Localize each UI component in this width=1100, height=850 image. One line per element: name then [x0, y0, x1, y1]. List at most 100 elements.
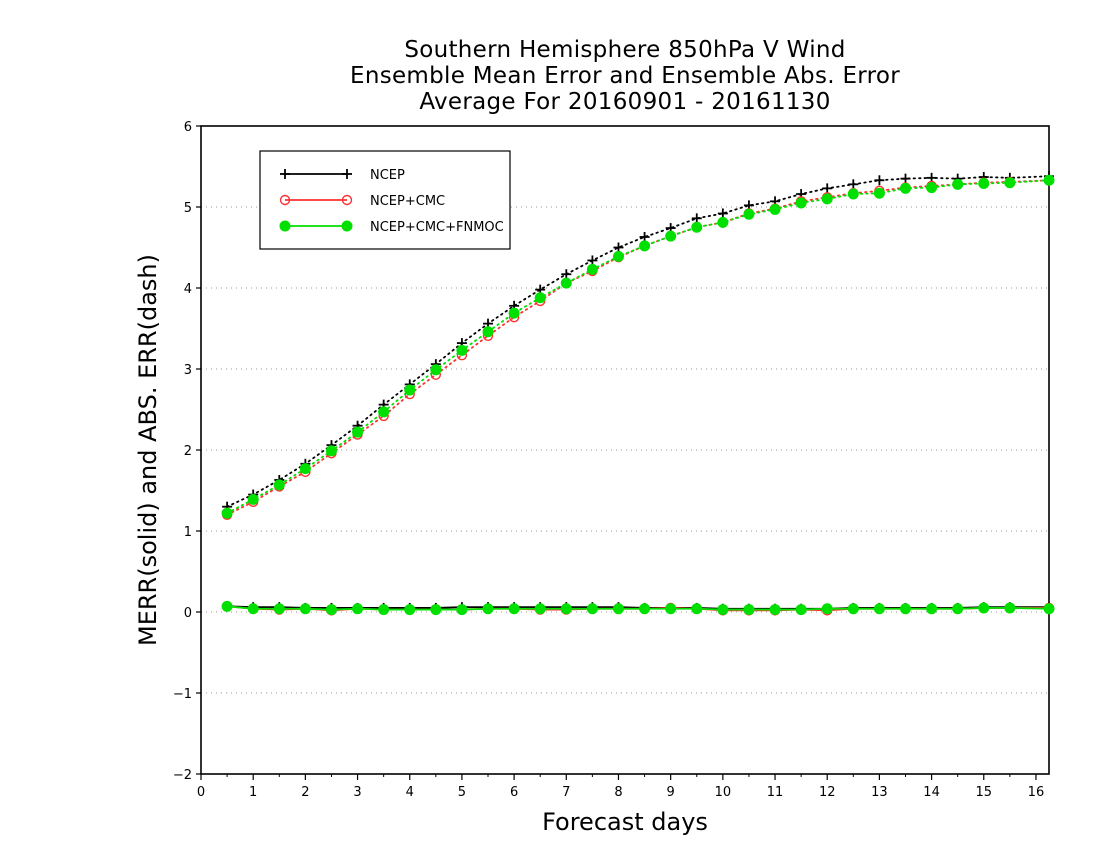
- abs-err-point: [561, 269, 572, 280]
- legend-marker-right: [342, 169, 352, 179]
- abs-err-point: [587, 255, 598, 266]
- mean-err-point: [665, 603, 677, 615]
- legend-item: NCEP+CMC+FNMOC: [279, 220, 504, 235]
- x-tick-label-15: 15: [975, 785, 992, 800]
- abs-err-point: [848, 179, 859, 190]
- x-tick-label-1: 1: [249, 785, 257, 800]
- abs-err-point: [769, 203, 781, 215]
- x-tick-label-13: 13: [871, 785, 888, 800]
- x-axis-label: Forecast days: [542, 808, 708, 836]
- abs-err-point: [508, 307, 520, 319]
- abs-err-point: [795, 197, 807, 209]
- abs-err-point: [352, 426, 364, 438]
- abs-err-point: [404, 384, 416, 396]
- abs-err-point: [874, 175, 885, 186]
- abs-err-point: [612, 250, 624, 262]
- legend-item: NCEP: [280, 168, 405, 183]
- abs-err-point: [717, 208, 728, 219]
- mean-err-point: [456, 604, 468, 616]
- legend-marker-right: [341, 220, 353, 232]
- x-tick-label-0: 0: [197, 785, 205, 800]
- abs-err-point: [247, 493, 259, 505]
- mean-err-point: [325, 604, 337, 616]
- mean-err-point: [612, 603, 624, 615]
- abs-err-point: [1043, 174, 1055, 186]
- x-tick-label-4: 4: [406, 785, 414, 800]
- abs-err-point: [273, 479, 285, 491]
- mean-err-point: [273, 603, 285, 615]
- x-tick-label-12: 12: [819, 785, 836, 800]
- mean-err-point: [221, 600, 233, 612]
- abs-err-point: [1004, 177, 1016, 189]
- mean-err-point: [978, 602, 990, 614]
- abs-err-point: [691, 221, 703, 233]
- mean-err-point: [404, 604, 416, 616]
- abs-err-point: [691, 213, 702, 224]
- abs-err-point: [456, 344, 468, 356]
- mean-err-point: [873, 603, 885, 615]
- y-tick-label-7: 5: [184, 201, 192, 216]
- x-tick-label-6: 6: [510, 785, 518, 800]
- mean-err-point: [691, 603, 703, 615]
- x-tick-label-8: 8: [614, 785, 622, 800]
- legend-label: NCEP: [370, 168, 405, 183]
- x-tick-label-14: 14: [923, 785, 940, 800]
- mean-err-point: [508, 603, 520, 615]
- mean-err-point: [352, 603, 364, 615]
- legend-label: NCEP+CMC+FNMOC: [370, 220, 504, 235]
- x-tick-label-11: 11: [767, 785, 784, 800]
- abs-err-point: [847, 188, 859, 200]
- series-ncep-cmc-fnmoc: [221, 174, 1055, 616]
- abs-err-point: [534, 292, 546, 304]
- y-tick-label-4: 2: [184, 444, 192, 459]
- y-tick-label-0: −2: [173, 768, 192, 783]
- y-tick-label-8: 6: [184, 120, 192, 135]
- mean-err-point: [952, 603, 964, 615]
- chart-title-line-1: Southern Hemisphere 850hPa V Wind: [404, 37, 846, 63]
- mean-err-point: [926, 603, 938, 615]
- abs-err-point: [613, 242, 624, 253]
- mean-err-point: [482, 603, 494, 615]
- mean-err-point: [717, 604, 729, 616]
- mean-err-point: [899, 603, 911, 615]
- mean-err-point: [378, 604, 390, 616]
- abs-err-point: [325, 445, 337, 457]
- abs-err-point: [378, 406, 390, 418]
- abs-err-point: [482, 326, 494, 338]
- y-tick-label-2: 0: [184, 606, 192, 621]
- y-tick-label-3: 1: [184, 525, 192, 540]
- mean-err-point: [795, 604, 807, 616]
- x-tick-label-16: 16: [1028, 785, 1045, 800]
- abs-err-line-ncep: [226, 175, 1050, 508]
- y-tick-label-6: 4: [184, 282, 192, 297]
- legend-item: NCEP+CMC: [279, 194, 445, 209]
- mean-err-point: [821, 603, 833, 615]
- mean-err-point: [1043, 603, 1055, 615]
- mean-err-point: [247, 603, 259, 615]
- x-tick-label-7: 7: [562, 785, 570, 800]
- abs-err-point: [639, 240, 651, 252]
- abs-err-point: [952, 178, 964, 190]
- x-tick-label-9: 9: [667, 785, 675, 800]
- abs-err-point: [560, 277, 572, 289]
- abs-err-point: [586, 263, 598, 275]
- abs-err-point: [717, 216, 729, 228]
- mean-err-point: [847, 603, 859, 615]
- mean-err-point: [534, 603, 546, 615]
- mean-err-point: [586, 603, 598, 615]
- legend-marker-right: [341, 194, 353, 206]
- abs-err-point: [665, 230, 677, 242]
- mean-err-point: [639, 603, 651, 615]
- y-tick-label-1: −1: [173, 687, 192, 702]
- x-tick-label-10: 10: [715, 785, 732, 800]
- mean-err-point: [560, 603, 572, 615]
- abs-err-point: [822, 183, 833, 194]
- legend-marker-left: [279, 194, 291, 206]
- mean-err-point: [769, 604, 781, 616]
- abs-err-point: [926, 182, 938, 194]
- mean-err-point: [743, 604, 755, 616]
- x-tick-label-5: 5: [458, 785, 466, 800]
- legend-marker-left: [280, 169, 290, 179]
- abs-err-point: [900, 173, 911, 184]
